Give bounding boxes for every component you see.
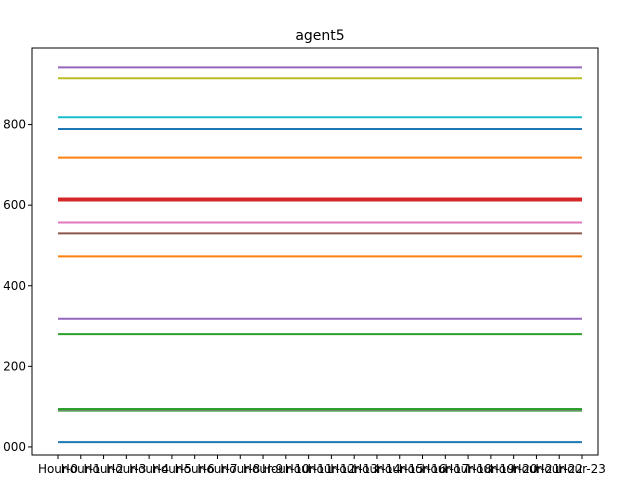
x-tick-label: Hour-1 [61,462,101,476]
x-tick-label: Hour-11 [285,462,333,476]
y-tick-label: 400 [3,279,26,293]
x-tick-label: Hour-14 [353,462,401,476]
x-tick-label: Hour-13 [330,462,378,476]
x-tick-label: Hour-12 [308,462,356,476]
x-tick-label: Hour-5 [152,462,192,476]
x-tick-label: Hour-20 [490,462,538,476]
y-tick-label: 600 [3,198,26,212]
y-axis: 000 200 400 600 800 [3,118,32,454]
x-tick-label: Hour-15 [376,462,424,476]
x-tick-label: Hour-10 [262,462,310,476]
x-tick-label: Hour-0 [38,462,78,476]
x-tick-label: Hour-23 [558,462,606,476]
x-tick-label: Hour-4 [129,462,169,476]
x-tick-label: Hour-9 [243,462,283,476]
plot-frame [31,47,599,456]
x-tick-label: Hour-22 [535,462,583,476]
x-tick-label: Hour-2 [84,462,124,476]
x-tick-label: Hour-21 [513,462,561,476]
series-layer [58,66,582,444]
y-tick-label: 200 [3,359,26,373]
x-axis: Hour-0Hour-1Hour-2Hour-3Hour-4Hour-5Hour… [38,455,606,476]
y-tick-label: 800 [3,118,26,132]
x-tick-label: Hour-7 [197,462,237,476]
chart-title: agent5 [295,28,344,44]
x-tick-label: Hour-6 [175,462,215,476]
x-tick-label: Hour-17 [421,462,469,476]
x-tick-label: Hour-18 [444,462,492,476]
y-tick-label: 000 [3,440,26,454]
x-tick-label: Hour-3 [106,462,146,476]
x-tick-label: Hour-8 [220,462,260,476]
x-tick-label: Hour-16 [399,462,447,476]
x-tick-label: Hour-19 [467,462,515,476]
